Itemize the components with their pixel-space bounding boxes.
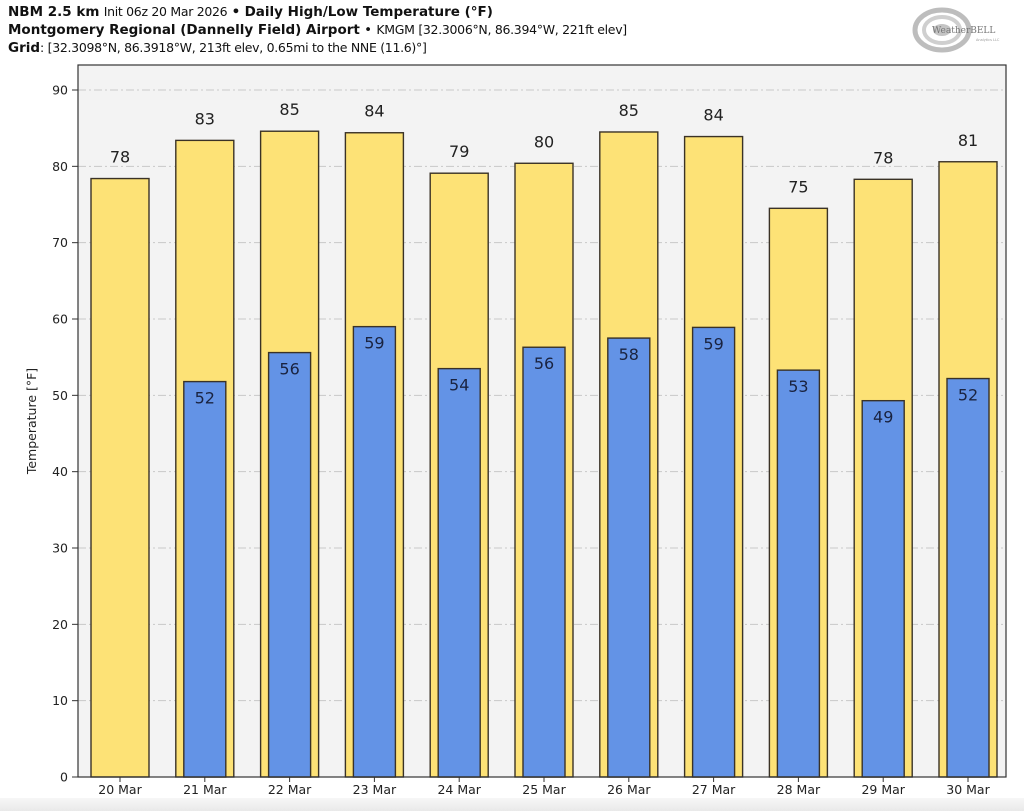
header-line-3: Grid: [32.3098°N, 86.3918°W, 213ft elev,…: [8, 39, 627, 57]
grid-label: Grid: [8, 40, 41, 56]
high-bar: [90, 177, 150, 778]
low-bar: [183, 380, 227, 778]
x-tick-label-date: 27 Mar: [692, 782, 736, 797]
chart-header: NBM 2.5 km Init 06z 20 Mar 2026 • Daily …: [8, 3, 627, 57]
plot-frame: [77, 64, 1007, 778]
header-line-1: NBM 2.5 km Init 06z 20 Mar 2026 • Daily …: [8, 3, 627, 21]
y-tick-label: 30: [52, 541, 68, 556]
low-value-label: 54: [449, 376, 469, 395]
y-tick-label: 60: [52, 312, 68, 327]
low-bars: [183, 325, 990, 778]
high-value-label: 84: [364, 102, 384, 121]
y-tick-label: 0: [60, 770, 68, 785]
x-tick-label-date: 20 Mar: [98, 782, 142, 797]
high-value-label: 78: [873, 148, 893, 167]
y-tick-label: 10: [52, 693, 68, 708]
high-value-label: 79: [449, 142, 469, 161]
low-value-label: 56: [279, 360, 299, 379]
model-name: NBM 2.5 km: [8, 4, 100, 20]
low-value-label: 59: [703, 334, 723, 353]
high-value-label: 85: [279, 100, 299, 119]
low-value-label: 52: [958, 386, 978, 405]
logo-text: WeatherBELL: [932, 26, 995, 36]
header-line-2: Montgomery Regional (Dannelly Field) Air…: [8, 21, 627, 39]
y-axis: 0 10 20 30 40 50 60 70 80 90: [52, 83, 78, 785]
y-tick-label: 90: [52, 83, 68, 98]
x-tick-label-date: 26 Mar: [607, 782, 651, 797]
low-bar: [352, 325, 397, 778]
product-title: Daily High/Low Temperature (°F): [244, 4, 493, 20]
separator: •: [231, 4, 241, 20]
high-value-label: 75: [788, 177, 808, 196]
weatherbell-logo: WeatherBELL Analytics LLC: [912, 6, 1012, 54]
low-value-label: 53: [788, 377, 808, 396]
station-info: KMGM [32.3006°N, 86.394°W, 221ft elev]: [376, 22, 627, 37]
y-tick-label: 20: [52, 617, 68, 632]
logo-subtext: Analytics LLC: [976, 38, 1000, 42]
x-tick-label-date: 22 Mar: [268, 782, 312, 797]
high-value-label: 84: [703, 106, 723, 125]
y-tick-label: 50: [52, 388, 68, 403]
x-tick-label-date: 23 Mar: [353, 782, 397, 797]
low-bar: [267, 351, 312, 778]
logo-swirl-icon: WeatherBELL Analytics LLC: [912, 7, 1000, 53]
low-bar: [607, 337, 651, 778]
low-bar: [522, 346, 566, 778]
x-tick-label-date: 29 Mar: [861, 782, 905, 797]
high-value-label: 81: [958, 131, 978, 150]
x-tick-label-date: 30 Mar: [946, 782, 990, 797]
low-value-label: 56: [534, 354, 554, 373]
separator: •: [364, 22, 373, 38]
high-value-label: 83: [195, 109, 215, 128]
low-bar: [946, 377, 990, 778]
grid-info: : [32.3098°N, 86.3918°W, 213ft elev, 0.6…: [40, 40, 427, 55]
low-bar: [691, 326, 736, 778]
low-bar: [861, 399, 905, 778]
footer-strip: [0, 798, 1024, 811]
value-labels: 78 83 52 85 56 84 59 79 54 80 56 85 58 84 59 75 53 78 49 81…: [110, 100, 978, 426]
x-tick-label-date: 24 Mar: [437, 782, 481, 797]
y-axis-label: Temperature [°F]: [24, 368, 39, 475]
high-value-label: 78: [110, 148, 130, 167]
init-time: Init 06z 20 Mar 2026: [103, 4, 228, 19]
low-value-label: 49: [873, 408, 893, 427]
high-value-label: 85: [619, 101, 639, 120]
low-value-label: 52: [195, 389, 215, 408]
y-tick-label: 40: [52, 464, 68, 479]
low-value-label: 59: [364, 334, 384, 353]
x-tick-label-date: 21 Mar: [183, 782, 227, 797]
low-bar: [437, 367, 481, 778]
y-tick-label: 80: [52, 159, 68, 174]
station-name: Montgomery Regional (Dannelly Field) Air…: [8, 22, 360, 38]
x-tick-label-date: 25 Mar: [522, 782, 566, 797]
low-value-label: 58: [619, 345, 639, 364]
x-tick-label-date: 28 Mar: [777, 782, 821, 797]
high-value-label: 80: [534, 132, 554, 151]
y-tick-label: 70: [52, 235, 68, 250]
low-bar: [776, 369, 821, 778]
